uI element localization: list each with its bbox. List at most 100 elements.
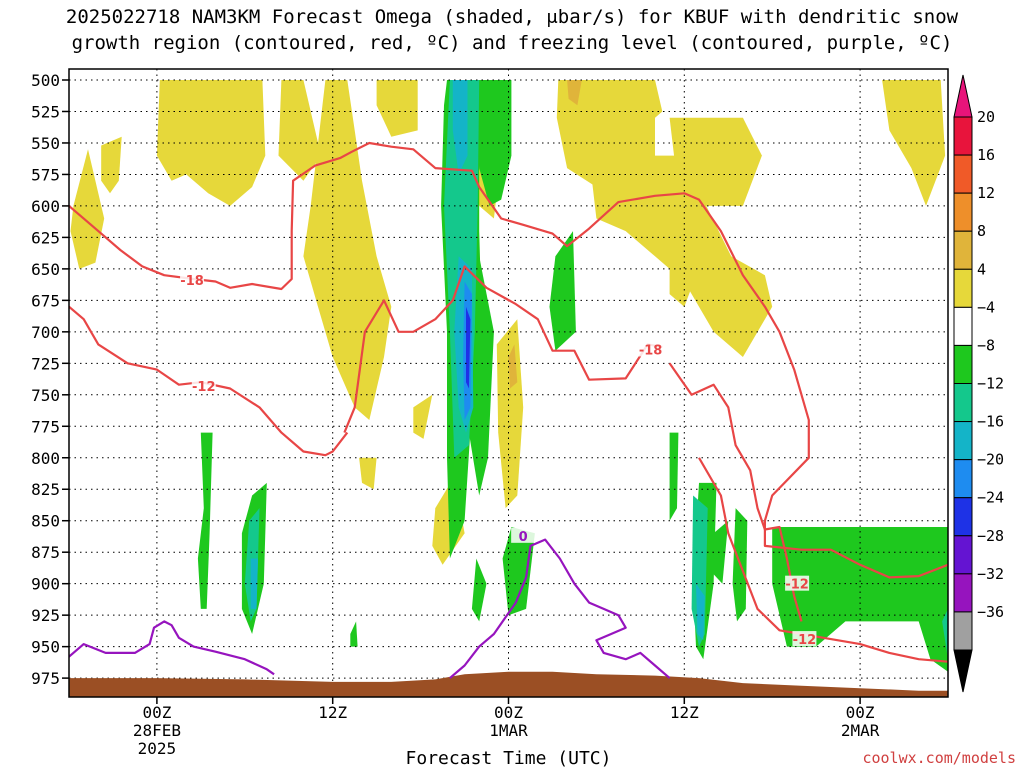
- contour-line-1: [343, 265, 663, 434]
- omega-region-4-1: [156, 80, 266, 206]
- contour-line-6: [449, 538, 671, 679]
- colorbar-label-2: 12: [977, 184, 995, 202]
- x-tick-year-0: 2025: [138, 739, 177, 758]
- omega-region--4-4: [502, 527, 535, 616]
- omega-region-4-0: [101, 136, 122, 194]
- colorbar-label-0: 20: [977, 108, 995, 126]
- colorbar-label-5: −4: [977, 298, 995, 316]
- contour-label-bg-0: [180, 272, 205, 288]
- y-tick-label-0: 500: [31, 71, 60, 90]
- y-tick-label-15: 875: [31, 543, 60, 562]
- contour-label-bg-3: [785, 575, 810, 591]
- contour-line-4: [698, 457, 948, 663]
- y-axis: 500 525 550 575 600 625 650 675 700 725 750 775 800 8…: [31, 71, 69, 688]
- x-axis-label: Forecast Time (UTC): [406, 748, 612, 768]
- omega-region--8-3: [942, 608, 948, 660]
- omega-region-8-0: [567, 80, 582, 106]
- colorbar-label-7: −12: [977, 375, 1004, 393]
- colorbar-swatch-11: [953, 535, 973, 575]
- y-tick-label-8: 700: [31, 323, 60, 342]
- y-tick-label-5: 625: [31, 228, 60, 247]
- omega-shading: [70, 80, 948, 672]
- omega-region-8-1: [508, 344, 518, 389]
- colorbar-swatch-10: [953, 497, 973, 537]
- colorbar: 20 16 12 8 4 −4 −8 −12 −16 −20 −24 −28 −32 −36: [953, 74, 1004, 693]
- x-tick-label-4: 00Z: [846, 703, 875, 722]
- colorbar-label-9: −20: [977, 451, 1004, 469]
- y-tick-label-10: 750: [31, 386, 60, 405]
- colorbar-swatch-9: [953, 459, 973, 499]
- omega-region--4-3: [549, 231, 576, 351]
- contour-label-6: 0: [519, 530, 528, 545]
- title-line-1: 2025022718 NAM3KM Forecast Omega (shaded…: [65, 6, 959, 28]
- omega-region-4-14: [669, 117, 762, 206]
- colorbar-swatch-7: [953, 383, 973, 423]
- contour-label-4: -12: [793, 633, 817, 648]
- y-tick-label-18: 950: [31, 638, 60, 657]
- x-tick-date-4: 2MAR: [841, 721, 880, 740]
- omega-region--4-11: [710, 520, 729, 584]
- y-tick-label-6: 650: [31, 260, 60, 279]
- colorbar-label-11: −28: [977, 527, 1004, 545]
- omega-region-4-6: [413, 394, 433, 439]
- colorbar-label-10: −24: [977, 489, 1004, 507]
- contour-label-bg-6: [511, 527, 536, 543]
- omega-region-4-5: [70, 149, 105, 269]
- colorbar-label-12: −32: [977, 565, 1004, 583]
- x-tick-date-2: 1MAR: [489, 721, 528, 740]
- omega-region--20-0: [466, 306, 471, 389]
- colorbar-swatch-13: [953, 611, 973, 651]
- omega-region-4-13: [603, 80, 663, 131]
- y-tick-label-7: 675: [31, 291, 60, 310]
- x-tick-date-0: 28FEB: [133, 721, 181, 740]
- contour-label-3: -12: [785, 578, 809, 593]
- omega-region--4-5: [471, 558, 487, 622]
- chart-title: 2025022718 NAM3KM Forecast Omega (shaded…: [0, 4, 1024, 56]
- y-tick-label-17: 925: [31, 606, 60, 625]
- omega-region-4-3: [303, 80, 392, 420]
- y-tick-label-13: 825: [31, 480, 60, 499]
- y-tick-label-4: 600: [31, 197, 60, 216]
- omega-region-4-2: [278, 80, 321, 181]
- credit-link[interactable]: coolwx.com/models: [862, 749, 1016, 767]
- colorbar-bottom-arrow: [953, 649, 973, 693]
- omega-region-4-4: [376, 80, 418, 137]
- omega-region-4-7: [359, 457, 377, 490]
- colorbar-swatch-0: [953, 116, 973, 156]
- y-tick-label-1: 525: [31, 102, 60, 121]
- colorbar-swatch-8: [953, 421, 973, 461]
- colorbar-label-4: 4: [977, 260, 986, 278]
- colorbar-swatch-12: [953, 573, 973, 613]
- y-tick-label-14: 850: [31, 512, 60, 531]
- omega-region--12-0: [452, 80, 468, 175]
- colorbar-swatch-3: [953, 230, 973, 270]
- contour-label-bg-1: [638, 341, 663, 357]
- colorbar-label-6: −8: [977, 336, 995, 354]
- y-tick-label-19: 975: [31, 669, 60, 688]
- colorbar-swatch-6: [953, 344, 973, 384]
- omega-region-4-16: [669, 205, 704, 307]
- contours: -18 -18 -12 -12 -12 0: [69, 141, 948, 679]
- x-tick-label-3: 12Z: [670, 703, 699, 722]
- contour-label-bg-2: [191, 377, 216, 393]
- contour-label-0: -18: [180, 274, 204, 289]
- contour-label-1: -18: [639, 343, 663, 358]
- colorbar-swatch-4: [953, 268, 973, 308]
- omega-region--4-9: [669, 432, 679, 521]
- omega-region--4-2: [468, 256, 494, 496]
- omega-region-4-10: [496, 319, 524, 509]
- y-tick-label-16: 900: [31, 575, 60, 594]
- colorbar-label-3: 8: [977, 222, 986, 240]
- colorbar-swatch-5: [953, 306, 973, 346]
- colorbar-top-arrow: [953, 74, 973, 118]
- x-tick-label-1: 12Z: [318, 703, 347, 722]
- omega-region-4-15: [882, 80, 946, 206]
- terrain-ground: [69, 671, 948, 697]
- terrain-fill: [69, 671, 948, 697]
- omega-region--4-6: [197, 432, 213, 609]
- colorbar-label-1: 16: [977, 146, 995, 164]
- y-tick-label-12: 800: [31, 449, 60, 468]
- y-tick-label-9: 725: [31, 354, 60, 373]
